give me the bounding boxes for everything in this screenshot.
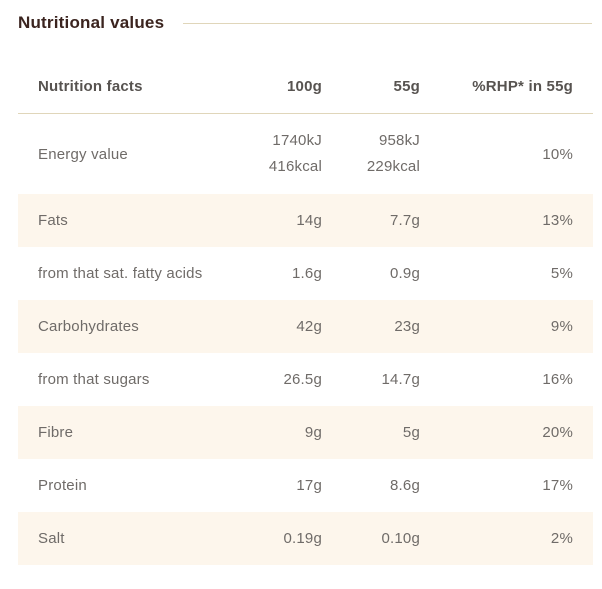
value-100g: 1740kJ 416kcal — [222, 128, 322, 180]
nutrition-table: Nutrition facts 100g 55g %RHP* in 55g En… — [18, 59, 593, 565]
value-55g: 5g — [402, 424, 420, 441]
table-row-fats: Fats 14g 7.7g 13% — [18, 194, 593, 247]
value-rhp: 2% — [550, 530, 573, 547]
value-rhp: 9% — [550, 318, 573, 335]
row-label: Energy value — [38, 145, 128, 163]
row-label: Carbohydrates — [38, 318, 139, 335]
row-label: Protein — [38, 477, 87, 494]
value-rhp: 20% — [542, 424, 573, 441]
row-label: from that sugars — [38, 371, 150, 388]
row-label: Fats — [38, 212, 68, 229]
header-cell-55g: 55g — [393, 77, 420, 95]
value-rhp: 13% — [542, 212, 573, 229]
value-100g: 14g — [296, 212, 322, 229]
value-100g: 9g — [304, 424, 322, 441]
header-cell-100g: 100g — [287, 77, 322, 95]
table-row-fibre: Fibre 9g 5g 20% — [18, 406, 593, 459]
value-55g: 958kJ 229kcal — [322, 128, 420, 180]
row-label: from that sat. fatty acids — [38, 265, 203, 282]
title-divider-line — [183, 22, 592, 24]
row-label: Salt — [38, 530, 65, 547]
value-55g-kcal: 229kcal — [366, 158, 420, 175]
value-100g-kcal: 416kcal — [268, 158, 322, 175]
value-rhp: 5% — [550, 265, 573, 282]
header-cell-nutrition-facts: Nutrition facts — [38, 77, 143, 95]
value-100g: 26.5g — [283, 371, 322, 388]
value-100g: 0.19g — [283, 530, 322, 547]
table-row-sat-fatty-acids: from that sat. fatty acids 1.6g 0.9g 5% — [18, 247, 593, 300]
value-55g: 0.10g — [381, 530, 420, 547]
value-55g: 8.6g — [390, 477, 420, 494]
table-row-salt: Salt 0.19g 0.10g 2% — [18, 512, 593, 565]
value-rhp: 17% — [542, 477, 573, 494]
value-100g: 42g — [296, 318, 322, 335]
table-header-row: Nutrition facts 100g 55g %RHP* in 55g — [18, 59, 593, 114]
header-cell-rhp: %RHP* in 55g — [472, 77, 573, 95]
value-55g: 0.9g — [390, 265, 420, 282]
value-rhp: 10% — [542, 145, 573, 163]
value-55g: 23g — [394, 318, 420, 335]
table-row-sugars: from that sugars 26.5g 14.7g 16% — [18, 353, 593, 406]
value-55g: 7.7g — [390, 212, 420, 229]
value-100g-kj: 1740kJ — [272, 132, 322, 149]
table-row-protein: Protein 17g 8.6g 17% — [18, 459, 593, 512]
row-label: Fibre — [38, 424, 74, 441]
table-row-carbohydrates: Carbohydrates 42g 23g 9% — [18, 300, 593, 353]
value-rhp: 16% — [542, 371, 573, 388]
section-title-bar: Nutritional values — [0, 0, 602, 33]
page-title: Nutritional values — [18, 13, 165, 32]
value-100g: 17g — [296, 477, 322, 494]
value-55g: 14.7g — [381, 371, 420, 388]
value-55g-kj: 958kJ — [378, 132, 420, 149]
value-100g: 1.6g — [292, 265, 322, 282]
table-row-energy: Energy value 1740kJ 416kcal 958kJ 229kca… — [18, 114, 593, 194]
